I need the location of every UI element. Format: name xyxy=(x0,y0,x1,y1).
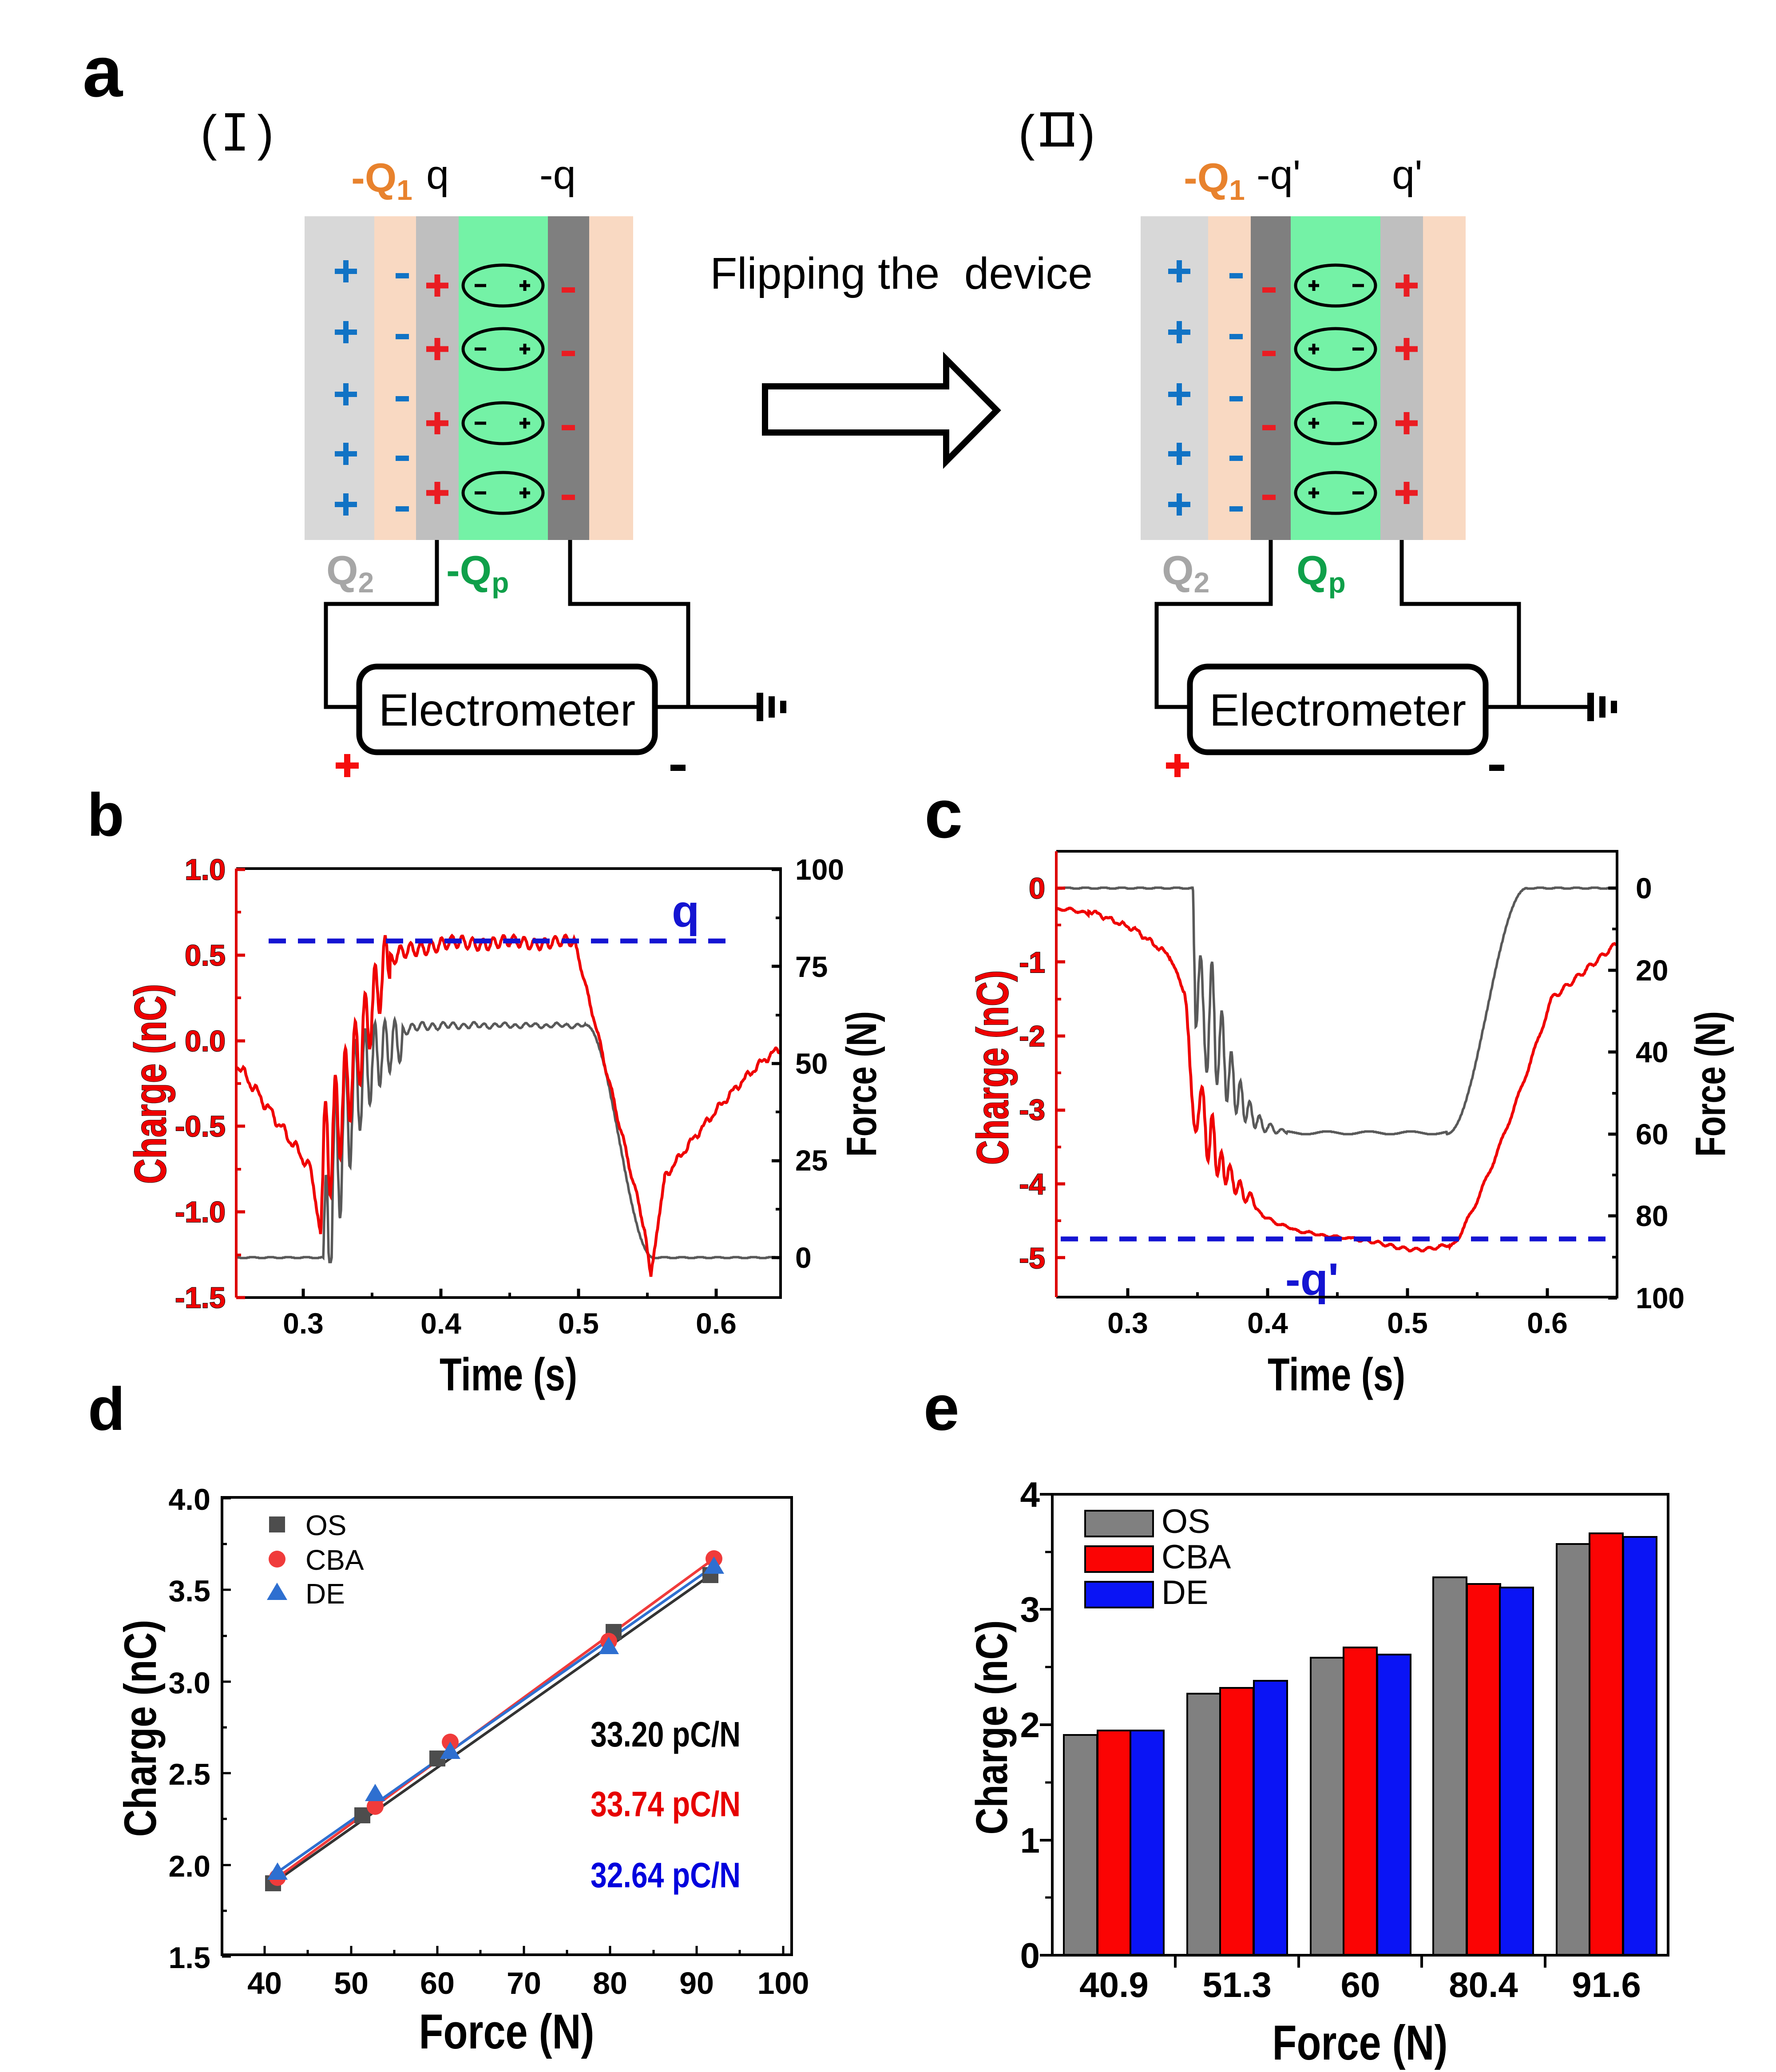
svg-text:50: 50 xyxy=(795,1047,828,1080)
svg-text:): ) xyxy=(1078,105,1095,161)
svg-text:OS: OS xyxy=(305,1509,346,1541)
svg-text:1.0: 1.0 xyxy=(185,853,226,886)
svg-text:60: 60 xyxy=(1341,1965,1380,2005)
svg-text:60: 60 xyxy=(1636,1118,1668,1151)
svg-text:Force (N): Force (N) xyxy=(419,2005,595,2059)
svg-text:91.6: 91.6 xyxy=(1572,1965,1641,2005)
svg-text:Charge (nC): Charge (nC) xyxy=(126,984,175,1184)
svg-text:4.0: 4.0 xyxy=(168,1483,210,1516)
svg-text:0.5: 0.5 xyxy=(185,939,226,972)
svg-text:0.4: 0.4 xyxy=(420,1307,461,1340)
svg-text:-4: -4 xyxy=(1019,1167,1045,1200)
svg-text:-1.5: -1.5 xyxy=(175,1281,226,1314)
svg-text:0.5: 0.5 xyxy=(1387,1306,1428,1339)
svg-text:-0.5: -0.5 xyxy=(175,1110,226,1143)
svg-text:Time (s): Time (s) xyxy=(440,1349,577,1401)
svg-text:-Q1: -Q1 xyxy=(1184,155,1245,206)
svg-text:Qp: Qp xyxy=(1296,548,1346,599)
svg-text:0: 0 xyxy=(1029,872,1045,905)
svg-text:Force (N): Force (N) xyxy=(838,1011,885,1157)
svg-text:0.3: 0.3 xyxy=(283,1307,324,1340)
svg-text:20: 20 xyxy=(1636,954,1668,987)
svg-text:-1.0: -1.0 xyxy=(175,1195,226,1228)
svg-text:3.0: 3.0 xyxy=(168,1666,210,1700)
svg-text:0.3: 0.3 xyxy=(1107,1306,1148,1339)
svg-text:(: ( xyxy=(200,105,217,161)
svg-text:80: 80 xyxy=(1636,1199,1668,1232)
svg-text:2: 2 xyxy=(1020,1705,1040,1745)
svg-text:DE: DE xyxy=(305,1578,345,1610)
svg-text:e: e xyxy=(924,1372,959,1444)
svg-text:0.0: 0.0 xyxy=(185,1024,226,1057)
svg-text:33.20 pC/N: 33.20 pC/N xyxy=(591,1715,741,1754)
svg-text:4: 4 xyxy=(1020,1475,1040,1514)
svg-text:80.4: 80.4 xyxy=(1449,1965,1518,2005)
svg-text:Force (N): Force (N) xyxy=(1687,1011,1734,1157)
svg-text:b: b xyxy=(87,781,124,849)
svg-text:70: 70 xyxy=(507,1966,541,2001)
svg-text:Force (N): Force (N) xyxy=(1273,2016,1448,2070)
svg-text:a: a xyxy=(83,32,123,112)
svg-text:2.5: 2.5 xyxy=(168,1758,210,1791)
svg-text:q: q xyxy=(426,152,449,198)
svg-text:80: 80 xyxy=(593,1966,627,2001)
svg-text:CBA: CBA xyxy=(305,1544,364,1576)
svg-text:-2: -2 xyxy=(1019,1020,1045,1052)
svg-text:40: 40 xyxy=(247,1966,282,2001)
svg-text:1.5: 1.5 xyxy=(168,1941,210,1975)
svg-text:3.5: 3.5 xyxy=(168,1574,210,1608)
svg-text:): ) xyxy=(257,105,274,161)
svg-text:0.6: 0.6 xyxy=(696,1307,737,1340)
svg-text:60: 60 xyxy=(420,1966,455,2001)
svg-text:Electrometer: Electrometer xyxy=(379,685,635,735)
svg-text:100: 100 xyxy=(795,853,844,886)
svg-text:-5: -5 xyxy=(1019,1242,1045,1274)
svg-text:0: 0 xyxy=(1636,872,1652,905)
svg-text:2.0: 2.0 xyxy=(168,1850,210,1883)
svg-text:75: 75 xyxy=(795,950,828,983)
svg-text:Charge (nC): Charge (nC) xyxy=(115,1620,166,1837)
svg-text:Electrometer: Electrometer xyxy=(1209,685,1466,735)
svg-text:1: 1 xyxy=(1020,1821,1040,1860)
svg-text:-3: -3 xyxy=(1019,1093,1045,1126)
svg-text:-1: -1 xyxy=(1019,946,1045,979)
svg-text:DE: DE xyxy=(1162,1574,1209,1612)
svg-text:100: 100 xyxy=(1636,1282,1685,1314)
svg-text:51.3: 51.3 xyxy=(1202,1965,1272,2005)
svg-text:Charge (nC): Charge (nC) xyxy=(967,1620,1017,1835)
svg-text:33.74 pC/N: 33.74 pC/N xyxy=(591,1784,741,1824)
svg-text:100: 100 xyxy=(757,1966,809,2001)
svg-text:0: 0 xyxy=(795,1241,812,1274)
svg-text:40.9: 40.9 xyxy=(1079,1965,1149,2005)
svg-text:90: 90 xyxy=(679,1966,714,2001)
svg-text:CBA: CBA xyxy=(1162,1538,1231,1576)
svg-text:50: 50 xyxy=(334,1966,369,2001)
svg-text:40: 40 xyxy=(1636,1036,1668,1068)
svg-text:-q': -q' xyxy=(1257,152,1300,198)
svg-text:(: ( xyxy=(1018,105,1035,161)
svg-text:25: 25 xyxy=(795,1144,828,1177)
svg-text:Time (s): Time (s) xyxy=(1268,1349,1405,1401)
svg-text:c: c xyxy=(924,775,963,852)
svg-text:q: q xyxy=(672,886,699,937)
svg-text:3: 3 xyxy=(1020,1590,1040,1629)
svg-text:d: d xyxy=(88,1375,125,1443)
svg-text:Flipping the device: Flipping the device xyxy=(710,249,1093,298)
svg-text:0.5: 0.5 xyxy=(558,1307,599,1340)
svg-text:OS: OS xyxy=(1162,1503,1210,1540)
svg-text:32.64 pC/N: 32.64 pC/N xyxy=(591,1855,741,1895)
svg-text:0: 0 xyxy=(1020,1936,1040,1975)
svg-text:Charge (nC): Charge (nC) xyxy=(968,970,1018,1165)
svg-text:-q: -q xyxy=(539,152,576,198)
svg-text:0.6: 0.6 xyxy=(1527,1306,1568,1339)
svg-text:0.4: 0.4 xyxy=(1247,1306,1288,1339)
svg-text:q': q' xyxy=(1392,152,1423,198)
